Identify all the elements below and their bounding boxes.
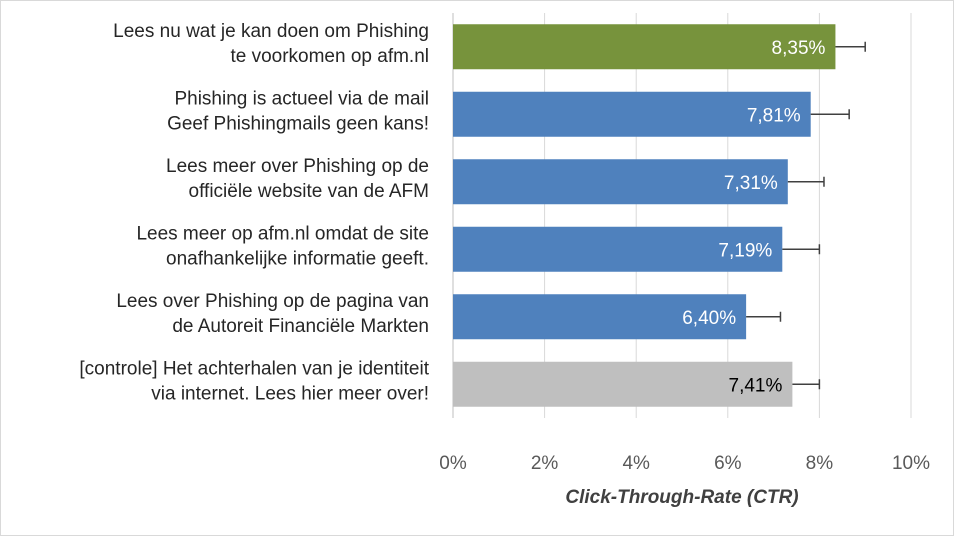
data-label-4: 7,19%: [718, 240, 772, 261]
category-label-4-line-2: onafhankelijke informatie geeft.: [166, 248, 429, 269]
x-tick-label-6: 6%: [714, 453, 742, 474]
x-tick-label-8: 8%: [806, 453, 834, 474]
bar-5: [453, 294, 747, 340]
bar-1: [453, 24, 836, 70]
category-label-3-line-2: officiële website van de AFM: [189, 181, 429, 202]
bar-3: [453, 159, 788, 205]
category-label-5-line-1: Lees over Phishing op de pagina van: [116, 291, 429, 312]
category-label-2-line-2: Geef Phishingmails geen kans!: [167, 113, 429, 134]
category-label-3-line-1: Lees meer over Phishing op de: [166, 156, 429, 177]
category-label-4-line-1: Lees meer op afm.nl omdat de site: [136, 223, 429, 244]
category-label-1-line-1: Lees nu wat je kan doen om Phishing: [113, 21, 429, 42]
x-axis-title: Click-Through-Rate (CTR): [565, 487, 798, 508]
x-tick-label-4: 4%: [622, 453, 650, 474]
data-label-1: 8,35%: [772, 38, 826, 59]
data-label-2: 7,81%: [747, 105, 801, 126]
bar-2: [453, 91, 811, 137]
category-label-1-line-2: te voorkomen op afm.nl: [230, 46, 429, 67]
x-tick-label-10: 10%: [892, 453, 930, 474]
data-label-3: 7,31%: [724, 173, 778, 194]
x-tick-label-0: 0%: [439, 453, 467, 474]
data-label-5: 6,40%: [682, 308, 736, 329]
category-label-6-line-2: via internet. Lees hier meer over!: [151, 383, 429, 404]
data-label-6: 7,41%: [729, 375, 783, 396]
category-label-5-line-2: de Autoreit Financiële Markten: [172, 316, 429, 337]
bar-6: [453, 361, 793, 407]
x-tick-label-2: 2%: [531, 453, 559, 474]
bar-4: [453, 226, 783, 272]
category-label-6-line-1: [controle] Het achterhalen van je identi…: [79, 358, 429, 379]
category-label-2-line-1: Phishing is actueel via de mail: [174, 88, 429, 109]
